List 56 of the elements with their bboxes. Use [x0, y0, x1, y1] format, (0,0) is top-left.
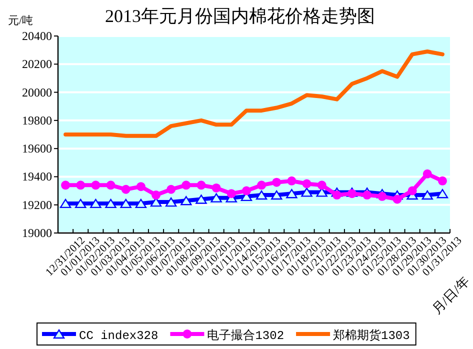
point — [76, 180, 86, 190]
point — [286, 189, 298, 198]
point — [271, 190, 282, 200]
point — [302, 179, 312, 188]
point — [212, 183, 221, 192]
point — [226, 189, 236, 198]
point — [135, 198, 147, 208]
y-tick-label: 20000 — [22, 85, 52, 100]
point — [120, 198, 132, 208]
point — [242, 186, 251, 196]
point — [60, 198, 72, 208]
y-axis-title: 元/吨 — [8, 14, 34, 27]
x-axis-title: 月/日/年 — [428, 274, 472, 317]
legend-label: 电子撮合1302 — [207, 329, 284, 343]
point — [436, 189, 448, 198]
y-tick-label: 19400 — [22, 170, 52, 184]
chart-title: 2013年元月份国内棉花价格走势图 — [105, 6, 375, 26]
point — [210, 193, 222, 202]
point — [422, 190, 433, 200]
point — [166, 184, 176, 194]
y-tick-label: 19600 — [22, 142, 52, 156]
point — [196, 194, 207, 204]
point — [316, 188, 328, 197]
point — [332, 190, 342, 200]
point — [301, 188, 312, 197]
y-tick-label: 20400 — [22, 29, 52, 43]
y-tick-label: 19200 — [22, 198, 52, 212]
point — [392, 194, 402, 204]
point — [287, 176, 296, 186]
point — [378, 192, 387, 201]
legend-label: 郑棉期货1303 — [333, 329, 410, 343]
point — [272, 178, 282, 187]
point — [105, 198, 116, 208]
point — [196, 180, 206, 190]
point — [180, 196, 192, 206]
y-tick-label: 19800 — [22, 113, 52, 128]
point — [152, 190, 160, 200]
point — [136, 182, 146, 192]
y-tick-label: 20200 — [22, 57, 52, 72]
point — [90, 198, 102, 208]
point — [422, 169, 432, 178]
y-tick-label: 19000 — [22, 226, 52, 240]
point — [91, 180, 100, 190]
point — [362, 190, 372, 200]
point — [165, 197, 177, 207]
point — [256, 190, 268, 200]
point — [182, 180, 191, 190]
legend-label: CC index328 — [79, 329, 158, 343]
point — [408, 186, 417, 196]
point — [75, 198, 86, 208]
point — [121, 184, 130, 194]
point — [61, 180, 70, 190]
point — [257, 180, 266, 190]
point — [106, 180, 116, 190]
point — [317, 180, 326, 190]
point — [438, 176, 447, 186]
